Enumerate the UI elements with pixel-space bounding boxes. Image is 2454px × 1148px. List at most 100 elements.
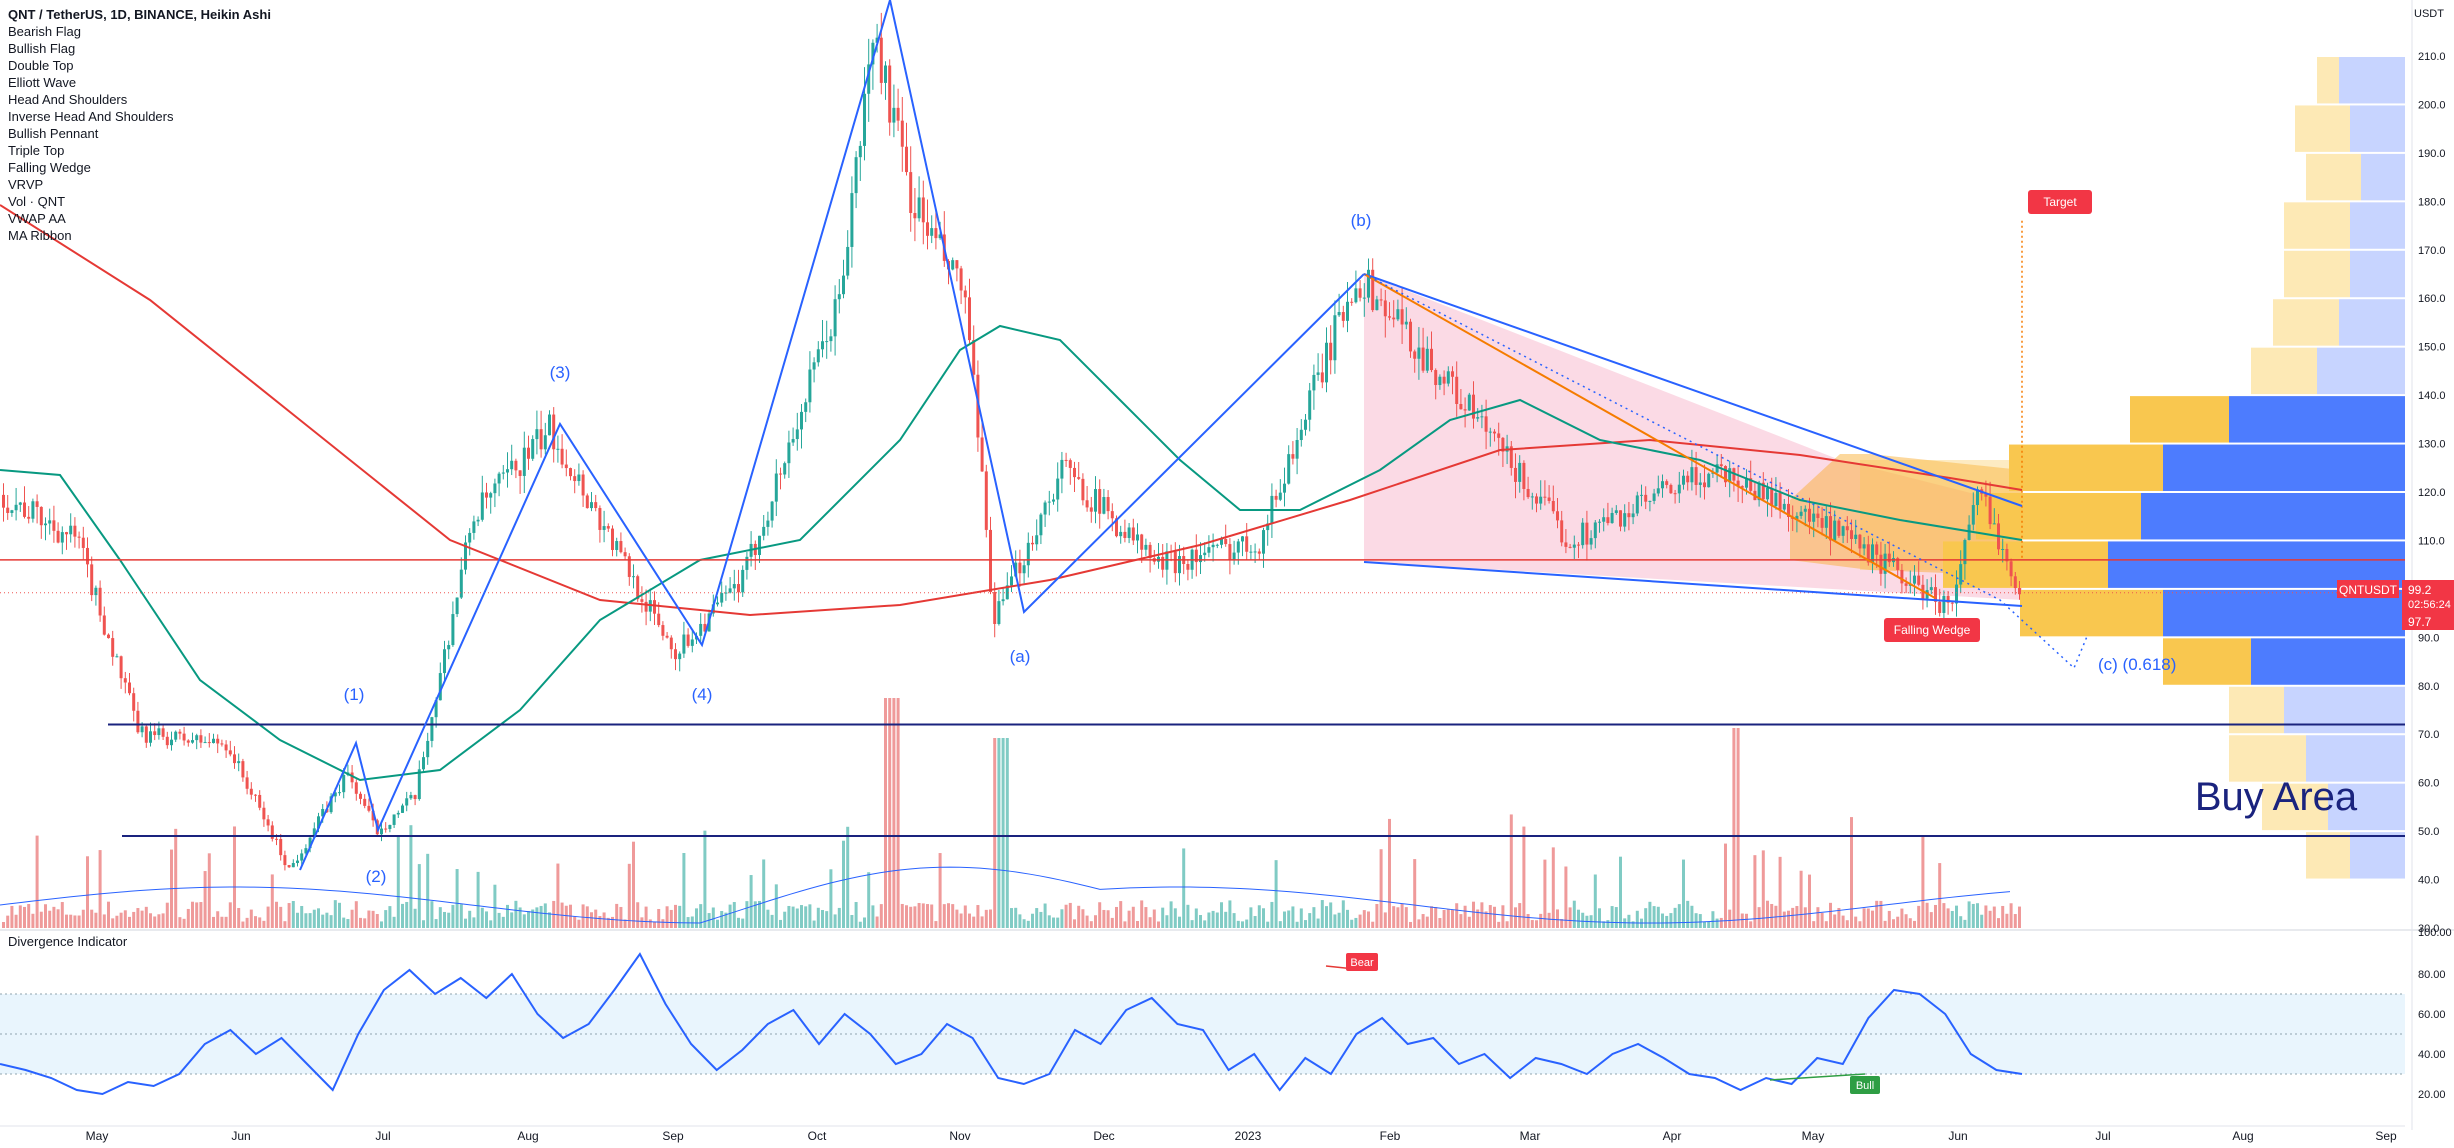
candle-body [560, 448, 564, 465]
candle-body [1929, 587, 1933, 591]
candle-body [640, 599, 644, 602]
volume-bar [304, 913, 308, 928]
volume-bar [690, 916, 694, 928]
heikin-ashi-candles[interactable] [2, 12, 2021, 871]
candle-body [174, 731, 178, 740]
volume-bar [1047, 915, 1051, 928]
volume-bar [674, 904, 677, 928]
indicator-elliott-wave[interactable]: Elliott Wave [8, 75, 77, 90]
volume-bar [1845, 920, 1849, 928]
volume-bar [1249, 907, 1253, 928]
indicator-vrvp[interactable]: VRVP [8, 177, 44, 192]
candle-body [606, 526, 610, 529]
volume-bar [396, 836, 400, 928]
indicator-ma-ribbon[interactable]: MA Ribbon [8, 228, 72, 243]
volume-bar [1442, 909, 1446, 928]
candle-body [249, 788, 253, 795]
indicator-bearish-flag[interactable]: Bearish Flag [8, 24, 81, 39]
volume-bar [1896, 916, 1900, 928]
volume-profile-bar-down [1976, 493, 2141, 540]
volume-bar [1862, 908, 1866, 928]
candle-body [480, 492, 484, 520]
volume-bar [1728, 909, 1732, 928]
volume-bar [220, 916, 224, 928]
candle-body [1451, 371, 1454, 377]
volume-bar [896, 698, 900, 928]
volume-bar [447, 912, 451, 928]
candle-body [1224, 538, 1228, 545]
volume-bar [1346, 909, 1349, 928]
elliott-wave-lines[interactable] [299, 0, 2089, 871]
candle-body [669, 637, 673, 650]
candle-body [245, 777, 249, 789]
indicator-triple-top[interactable]: Triple Top [8, 143, 65, 158]
candle-body [2005, 549, 2009, 562]
candle-body [573, 476, 577, 482]
volume-bar [514, 900, 518, 928]
candle-body [879, 37, 883, 83]
candle-body [459, 569, 463, 598]
volume-bar [791, 906, 795, 928]
candle-body [1236, 541, 1240, 553]
candle-body [1698, 482, 1702, 485]
volume-bar [724, 912, 728, 928]
volume-bar [1652, 906, 1656, 928]
candle-body [1845, 526, 1849, 531]
indicator-bullish-pennant[interactable]: Bullish Pennant [8, 126, 99, 141]
indicator-inverse-head-and-shoulders[interactable]: Inverse Head And Shoulders [8, 109, 174, 124]
indicator-volume[interactable]: Vol · QNT [8, 194, 66, 209]
candle-body [1593, 522, 1597, 539]
volume-profile-bar-down [2273, 299, 2339, 346]
candle-body [447, 645, 451, 650]
indicator-head-and-shoulders[interactable]: Head And Shoulders [8, 92, 128, 107]
candle-body [1812, 513, 1816, 522]
volume-bar [102, 914, 106, 928]
candle-body [1211, 544, 1215, 548]
price-tick-label: 70.0 [2418, 729, 2439, 741]
candle-body [1761, 482, 1765, 500]
candle-body [1984, 493, 1988, 497]
indicator-vwap-aa[interactable]: VWAP AA [8, 211, 66, 226]
volume-bar [850, 914, 854, 928]
candle-body [531, 439, 535, 459]
indicator-double-top[interactable]: Double Top [8, 58, 74, 73]
candle-body [762, 526, 766, 536]
indicator-bullish-flag[interactable]: Bullish Flag [8, 41, 76, 56]
candle-body [1425, 348, 1429, 371]
volume-bar [867, 872, 871, 928]
candle-body [149, 731, 152, 743]
volume-bar [1110, 917, 1114, 928]
candle-body [980, 437, 984, 472]
volume-bar [1220, 902, 1223, 928]
candle-body [854, 157, 858, 194]
candle-body [539, 429, 543, 450]
horizontal-levels[interactable] [0, 220, 2405, 837]
volume-bar [94, 912, 98, 928]
candle-body [686, 634, 690, 646]
candle-body [65, 532, 68, 535]
volume-bar [1631, 921, 1635, 928]
volume-bar [1073, 919, 1076, 928]
volume-bar [1946, 908, 1950, 928]
candle-body [212, 738, 215, 744]
volume-bar [1488, 905, 1492, 928]
candle-body [569, 468, 572, 477]
candle-body [1707, 473, 1711, 488]
volume-profile-bar-up [2350, 105, 2405, 152]
indicator-falling-wedge[interactable]: Falling Wedge [8, 160, 91, 175]
volume-bar [594, 909, 598, 928]
candle-body [2009, 561, 2013, 577]
candle-body [1354, 288, 1358, 303]
volume-bar [1467, 916, 1471, 928]
candle-body [892, 107, 896, 123]
candle-body [1283, 483, 1286, 493]
volume-bar [434, 919, 438, 928]
candle-body [1430, 348, 1433, 371]
candle-body [350, 772, 354, 783]
volume-bar [1803, 907, 1807, 928]
wave-label-3: (3) [550, 363, 571, 382]
candle-body [1341, 312, 1345, 321]
candle-body [1841, 526, 1845, 536]
wave-label-4: (4) [692, 685, 713, 704]
